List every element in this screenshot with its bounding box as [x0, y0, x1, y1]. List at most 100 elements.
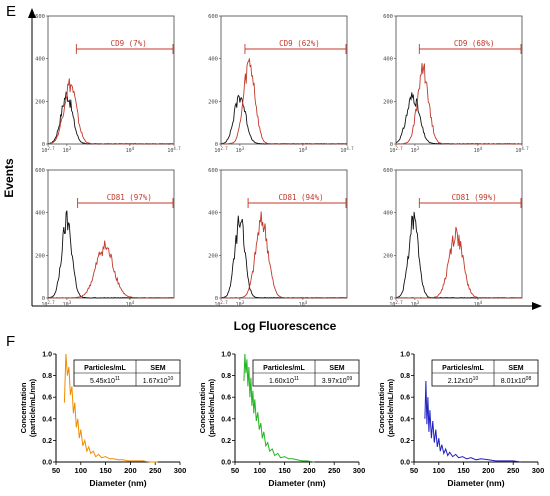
y-tick-label: 400 [208, 211, 218, 217]
x-axis-label: Diameter (nm) [268, 478, 325, 488]
y-tick-label: 400 [383, 211, 393, 217]
panel-e-xlabel: Log Fluorescence [234, 319, 337, 333]
histogram-frame [395, 15, 523, 145]
y-tick-label: 200 [35, 253, 45, 259]
y-tick-label: 400 [35, 57, 45, 63]
stained-histogram-line [47, 240, 175, 299]
x-tick-label: 104.7 [340, 146, 354, 154]
y-tick-label: 0.4 [400, 416, 410, 423]
stats-value-particles: 5.45x1011 [90, 376, 120, 385]
y-tick-label: 0.4 [221, 416, 231, 423]
stats-table: Particles/mL SEM 1.60x1011 3.97x1009 [252, 359, 360, 387]
y-tick-label: 0.6 [221, 395, 231, 402]
x-tick-label: 50 [231, 466, 239, 475]
stats-value-sem: 8.01x1008 [501, 376, 532, 385]
y-tick-label: 600 [35, 168, 45, 174]
x-tick-label: 100 [75, 466, 88, 475]
histogram-frame [47, 15, 175, 145]
gate-marker: CD81 (99%) [418, 193, 522, 208]
gate-label: CD9 (62%) [279, 39, 320, 48]
gate-marker: CD9 (7%) [75, 39, 174, 54]
stats-value-sem: 1.67x1010 [143, 376, 174, 385]
gate-label: CD81 (94%) [278, 193, 323, 202]
control-histogram-line [220, 94, 347, 145]
size-distribution-1: 0.0 0.2 0.4 0.6 0.8 1.0 50 100 150 200 250 300 Conce… [19, 352, 186, 489]
y-tick-label: 1.0 [221, 352, 231, 359]
y-tick-label: 1.0 [42, 352, 52, 359]
histogram-1-1: 0 200 400 600 102.7 103 104 104.7 CD9 (7%) [35, 14, 181, 154]
y-tick-label: 200 [383, 253, 393, 259]
x-tick-label: 150 [457, 466, 470, 475]
size-distribution-line [243, 353, 315, 463]
y-tick-label: 0.0 [42, 460, 52, 467]
x-tick-label: 150 [278, 466, 291, 475]
x-tick-label: 300 [174, 466, 187, 475]
y-axis-label: Concentration(particle/mL/nm) [377, 378, 395, 437]
x-tick-label: 300 [353, 466, 366, 475]
y-tick-label: 0.8 [400, 373, 410, 380]
x-tick-label: 102.7 [214, 146, 228, 154]
gate-label: CD9 (68%) [454, 39, 495, 48]
y-tick-label: 0.6 [400, 395, 410, 402]
size-distribution-2: 0.0 0.2 0.4 0.6 0.8 1.0 50 100 150 200 250 300 Conce… [198, 352, 365, 489]
histogram-2-1: 0 200 400 600 102.7 103 104 CD81 (97%) [35, 168, 175, 308]
y-tick-label: 0 [215, 142, 218, 148]
y-tick-label: 400 [35, 211, 45, 217]
x-tick-label: 102.7 [389, 300, 403, 308]
size-distribution-3: 0.0 0.2 0.4 0.6 0.8 1.0 50 100 150 200 250 300 Conce… [377, 352, 544, 489]
x-tick-label: 200 [482, 466, 495, 475]
gate-marker: CD9 (68%) [418, 39, 522, 54]
stats-header-sem: SEM [150, 365, 165, 372]
x-tick-label: 104 [299, 300, 308, 308]
y-tick-label: 0.8 [221, 373, 231, 380]
y-tick-label: 0 [42, 142, 45, 148]
y-tick-label: 600 [208, 168, 218, 174]
y-tick-label: 0.2 [400, 438, 410, 445]
y-tick-label: 0.4 [42, 416, 52, 423]
y-tick-label: 600 [383, 168, 393, 174]
stats-value-particles: 2.12x1010 [448, 376, 479, 385]
stats-header-sem: SEM [508, 365, 523, 372]
gate-label: CD81 (99%) [452, 193, 497, 202]
y-axis-label: Concentration(particle/mL/nm) [19, 378, 37, 437]
y-tick-label: 200 [208, 253, 218, 259]
size-distribution-line [424, 380, 521, 463]
x-tick-label: 104 [299, 146, 308, 154]
x-tick-label: 103 [236, 146, 245, 154]
y-tick-label: 0 [390, 142, 393, 148]
y-tick-label: 0.2 [221, 438, 231, 445]
x-tick-label: 103 [63, 146, 72, 154]
y-tick-label: 200 [208, 99, 218, 105]
gate-label: CD9 (7%) [111, 39, 147, 48]
x-axis-label: Diameter (nm) [447, 478, 504, 488]
histogram-2-3: 0 200 400 600 102.7 103 104 CD81 (99%) [383, 168, 523, 308]
x-tick-label: 104 [126, 300, 135, 308]
x-tick-label: 200 [303, 466, 316, 475]
control-histogram-line [395, 211, 522, 299]
x-tick-label: 103 [411, 300, 420, 308]
x-tick-label: 100 [433, 466, 446, 475]
x-tick-label: 200 [124, 466, 137, 475]
stats-table: Particles/mL SEM 2.12x1010 8.01x1008 [431, 359, 539, 387]
y-tick-label: 0.0 [400, 460, 410, 467]
x-tick-label: 300 [532, 466, 545, 475]
histogram-2-2: 0 200 400 600 102.7 103 104 CD81 (94%) [208, 168, 348, 308]
stained-histogram-line [220, 58, 348, 145]
y-axis-label: Concentration(particle/mL/nm) [198, 378, 216, 437]
x-tick-label: 102.7 [214, 300, 228, 308]
panel-f-letter: F [6, 333, 15, 350]
y-tick-label: 0.6 [42, 395, 52, 402]
stained-histogram-line [395, 226, 523, 299]
stats-value-particles: 1.60x1011 [269, 376, 299, 385]
x-tick-label: 103 [236, 300, 245, 308]
control-histogram-line [47, 91, 175, 145]
y-tick-label: 600 [208, 14, 218, 20]
gate-marker: CD81 (94%) [247, 193, 347, 208]
stats-header-particles: Particles/mL [263, 365, 305, 372]
y-tick-label: 400 [208, 57, 218, 63]
y-tick-label: 0.2 [42, 438, 52, 445]
histogram-frame [395, 169, 523, 299]
x-tick-label: 104.7 [515, 146, 529, 154]
gate-marker: CD81 (97%) [77, 193, 174, 208]
